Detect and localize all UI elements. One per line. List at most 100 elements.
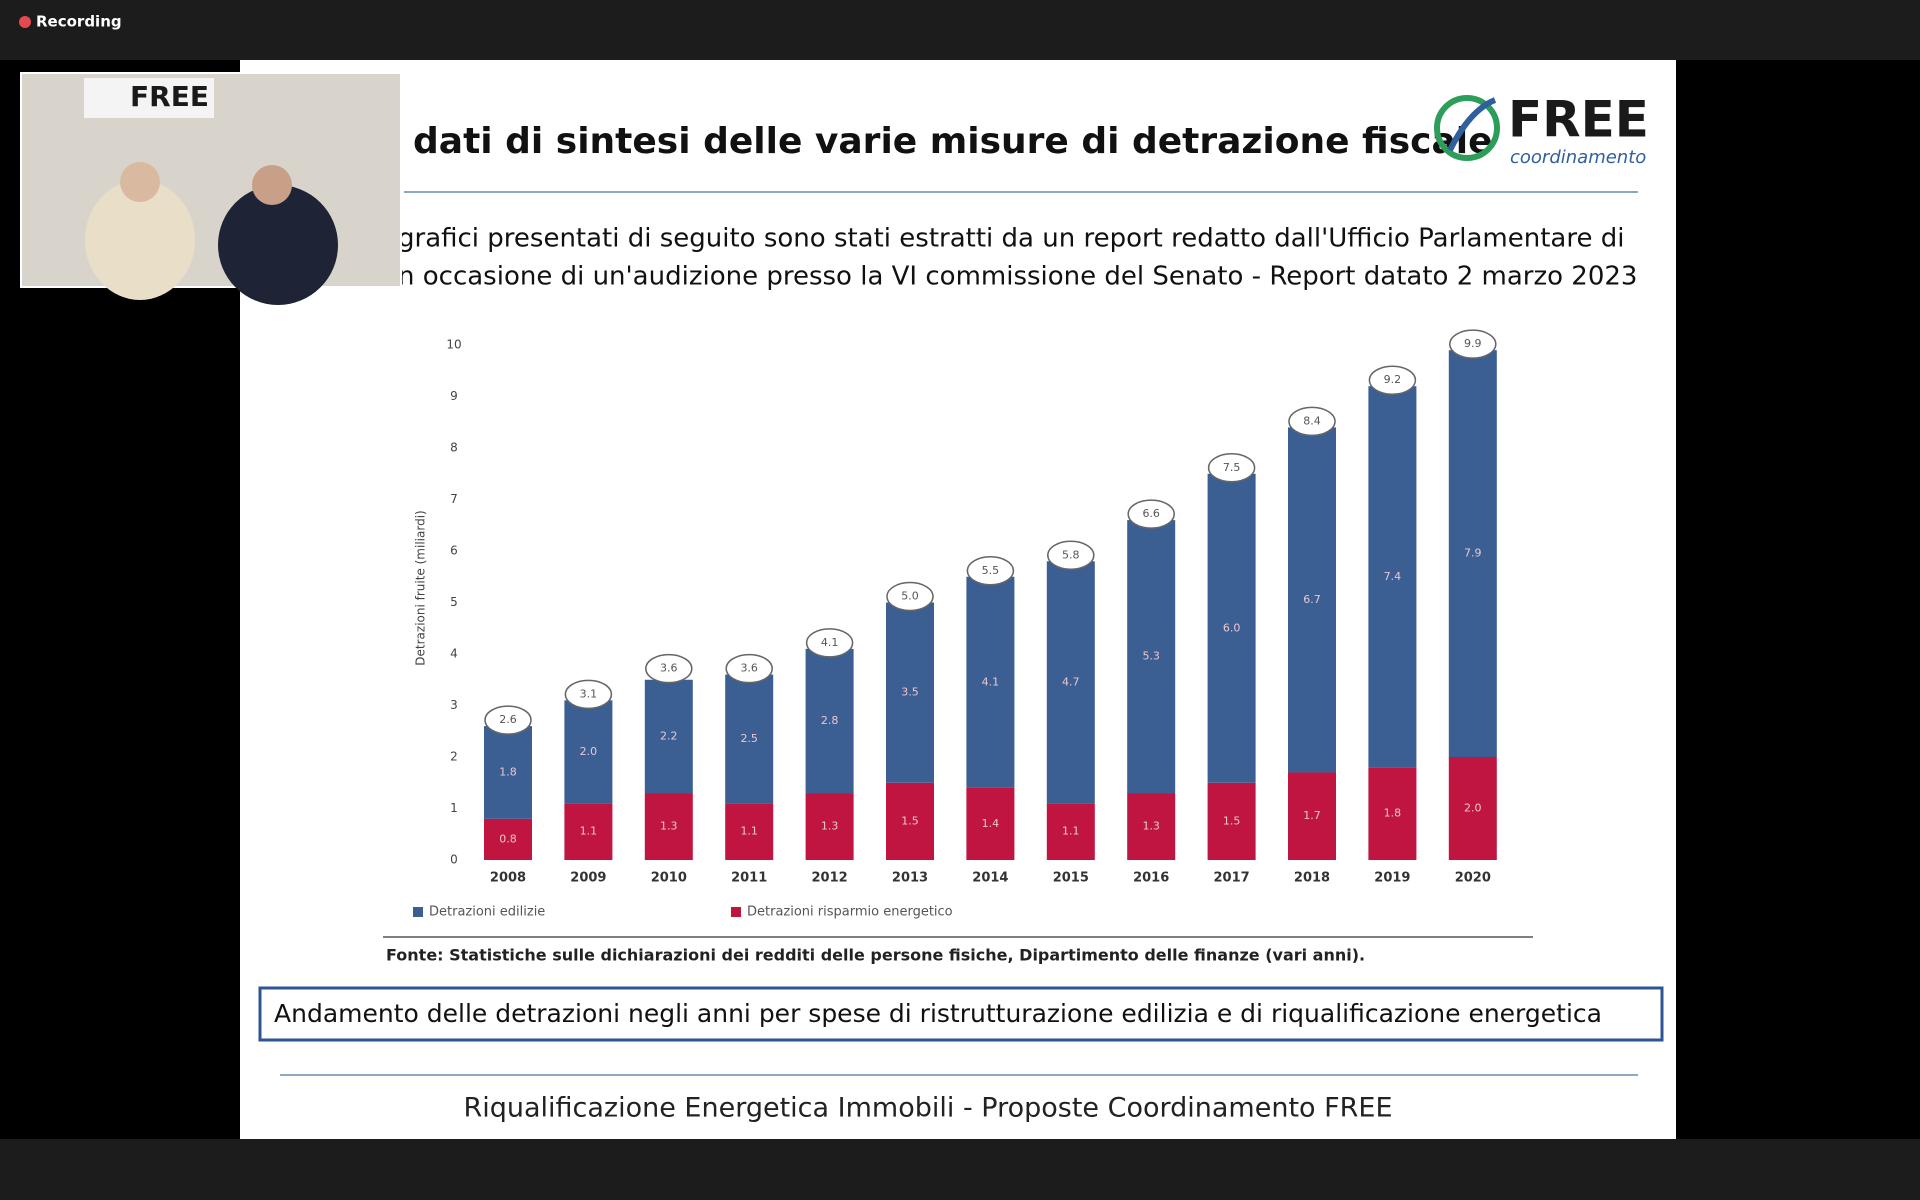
bar-segment xyxy=(484,726,532,819)
value-label: 7.9 xyxy=(1464,547,1482,560)
intro-line: grafici presentati di seguito sono stati… xyxy=(398,224,1624,254)
bar-segment xyxy=(1368,386,1417,768)
bar-segment xyxy=(1046,803,1095,860)
bar-segment xyxy=(1127,520,1176,794)
y-tick-label: 5 xyxy=(450,595,458,609)
bar-segment xyxy=(1448,757,1497,860)
bar-segment xyxy=(725,803,774,860)
caption: Andamento delle detrazioni negli anni pe… xyxy=(274,999,1602,1028)
total-bubble xyxy=(564,679,613,710)
video-thumbnail[interactable]: FREE xyxy=(20,72,402,305)
bar-segment xyxy=(805,648,854,794)
value-label: 1.4 xyxy=(982,817,1000,830)
x-tick-label: 2017 xyxy=(1214,871,1250,886)
bar-segment xyxy=(564,700,613,804)
total-label: 6.6 xyxy=(1142,507,1160,520)
total-bubble xyxy=(1127,499,1175,529)
y-tick-label: 8 xyxy=(450,441,458,455)
total-label: 2.6 xyxy=(499,713,517,726)
y-tick-label: 7 xyxy=(450,492,458,506)
bar-segment xyxy=(1207,782,1256,860)
value-label: 4.7 xyxy=(1062,675,1080,688)
slide xyxy=(240,60,1676,1139)
total-label: 3.6 xyxy=(740,662,758,675)
thumbnail-banner: FREE xyxy=(130,80,209,113)
value-label: 1.8 xyxy=(499,765,517,778)
bar-segment xyxy=(1288,772,1336,860)
logo-name: FREE xyxy=(1508,91,1649,149)
total-bubble xyxy=(1047,540,1095,571)
x-tick-label: 2009 xyxy=(570,871,606,886)
x-tick-label: 2010 xyxy=(651,871,687,886)
y-tick-label: 10 xyxy=(446,338,461,352)
x-tick-label: 2016 xyxy=(1133,871,1169,886)
total-bubble xyxy=(886,581,934,612)
bar-segment xyxy=(564,803,613,860)
value-label: 1.1 xyxy=(580,825,598,838)
value-label: 3.5 xyxy=(901,686,919,699)
x-tick-label: 2014 xyxy=(972,871,1008,886)
value-label: 1.1 xyxy=(740,825,758,838)
value-label: 1.1 xyxy=(1062,825,1080,838)
top-bar xyxy=(0,0,1920,60)
bottom-bar xyxy=(0,1139,1920,1200)
legend-label: Detrazioni edilizie xyxy=(429,905,545,920)
chart: Detrazioni fruite (miliardi) 0 1 2 3 4 5 6 7 8 9 1… xyxy=(413,329,1497,920)
thumbnail-banner-bg xyxy=(84,78,214,118)
logo-ring xyxy=(1434,95,1500,161)
bar-segment xyxy=(1127,793,1176,860)
value-label: 2.8 xyxy=(821,714,839,727)
x-tick-label: 2008 xyxy=(490,871,526,886)
x-tick-label: 2013 xyxy=(892,871,928,886)
legend-swatch xyxy=(731,907,741,917)
y-tick-label: 9 xyxy=(450,389,458,403)
x-tick-label: 2012 xyxy=(812,871,848,886)
total-bubble xyxy=(1449,329,1497,359)
legend-swatch xyxy=(413,907,423,917)
recording-label[interactable]: Recording xyxy=(36,13,122,31)
total-label: 3.1 xyxy=(580,687,598,700)
total-label: 4.1 xyxy=(821,636,839,649)
caption-box xyxy=(258,986,1664,1042)
x-tick-label: 2019 xyxy=(1374,871,1410,886)
total-bubble xyxy=(1207,453,1256,483)
total-bubble xyxy=(1288,406,1336,437)
person xyxy=(218,185,338,305)
total-bubble xyxy=(645,653,693,684)
intro-line: n occasione di un'audizione presso la VI… xyxy=(398,262,1637,292)
total-bubble xyxy=(1368,365,1417,395)
bar-segment xyxy=(1046,561,1095,804)
y-tick-label: 2 xyxy=(450,750,458,764)
x-tick-label: 2015 xyxy=(1053,871,1089,886)
value-label: 2.5 xyxy=(740,732,758,745)
value-label: 1.5 xyxy=(901,814,919,827)
total-label: 9.9 xyxy=(1464,337,1482,350)
bar-segment xyxy=(805,793,854,860)
bar-segment xyxy=(1368,767,1417,860)
total-label: 5.0 xyxy=(901,590,919,603)
value-label: 2.0 xyxy=(1464,802,1482,815)
bar-segment xyxy=(1448,350,1497,757)
logo-sub: coordinamento xyxy=(1510,147,1646,168)
value-label: 2.2 xyxy=(660,729,678,742)
total-label: 7.5 xyxy=(1223,461,1241,474)
legend-label: Detrazioni risparmio energetico xyxy=(747,905,953,920)
value-label: 0.8 xyxy=(499,832,517,845)
slide-title: dati di sintesi delle varie misure di de… xyxy=(413,121,1493,162)
value-label: 4.1 xyxy=(982,675,1000,688)
value-label: 1.3 xyxy=(1142,820,1160,833)
bar-segment xyxy=(886,782,934,860)
recording-dot xyxy=(19,16,31,28)
total-label: 5.8 xyxy=(1062,548,1080,561)
bar-segment xyxy=(966,787,1015,860)
total-label: 8.4 xyxy=(1303,414,1321,427)
x-tick-label: 2020 xyxy=(1455,871,1491,886)
bar-segment xyxy=(725,674,774,804)
footer: Riqualificazione Energetica Immobili - P… xyxy=(463,1093,1392,1124)
value-label: 5.3 xyxy=(1142,650,1160,663)
value-label: 2.0 xyxy=(580,745,598,758)
total-bubble xyxy=(966,556,1015,586)
total-bubble xyxy=(484,705,532,735)
value-label: 1.8 xyxy=(1384,807,1402,820)
bar-segment xyxy=(1288,427,1336,773)
